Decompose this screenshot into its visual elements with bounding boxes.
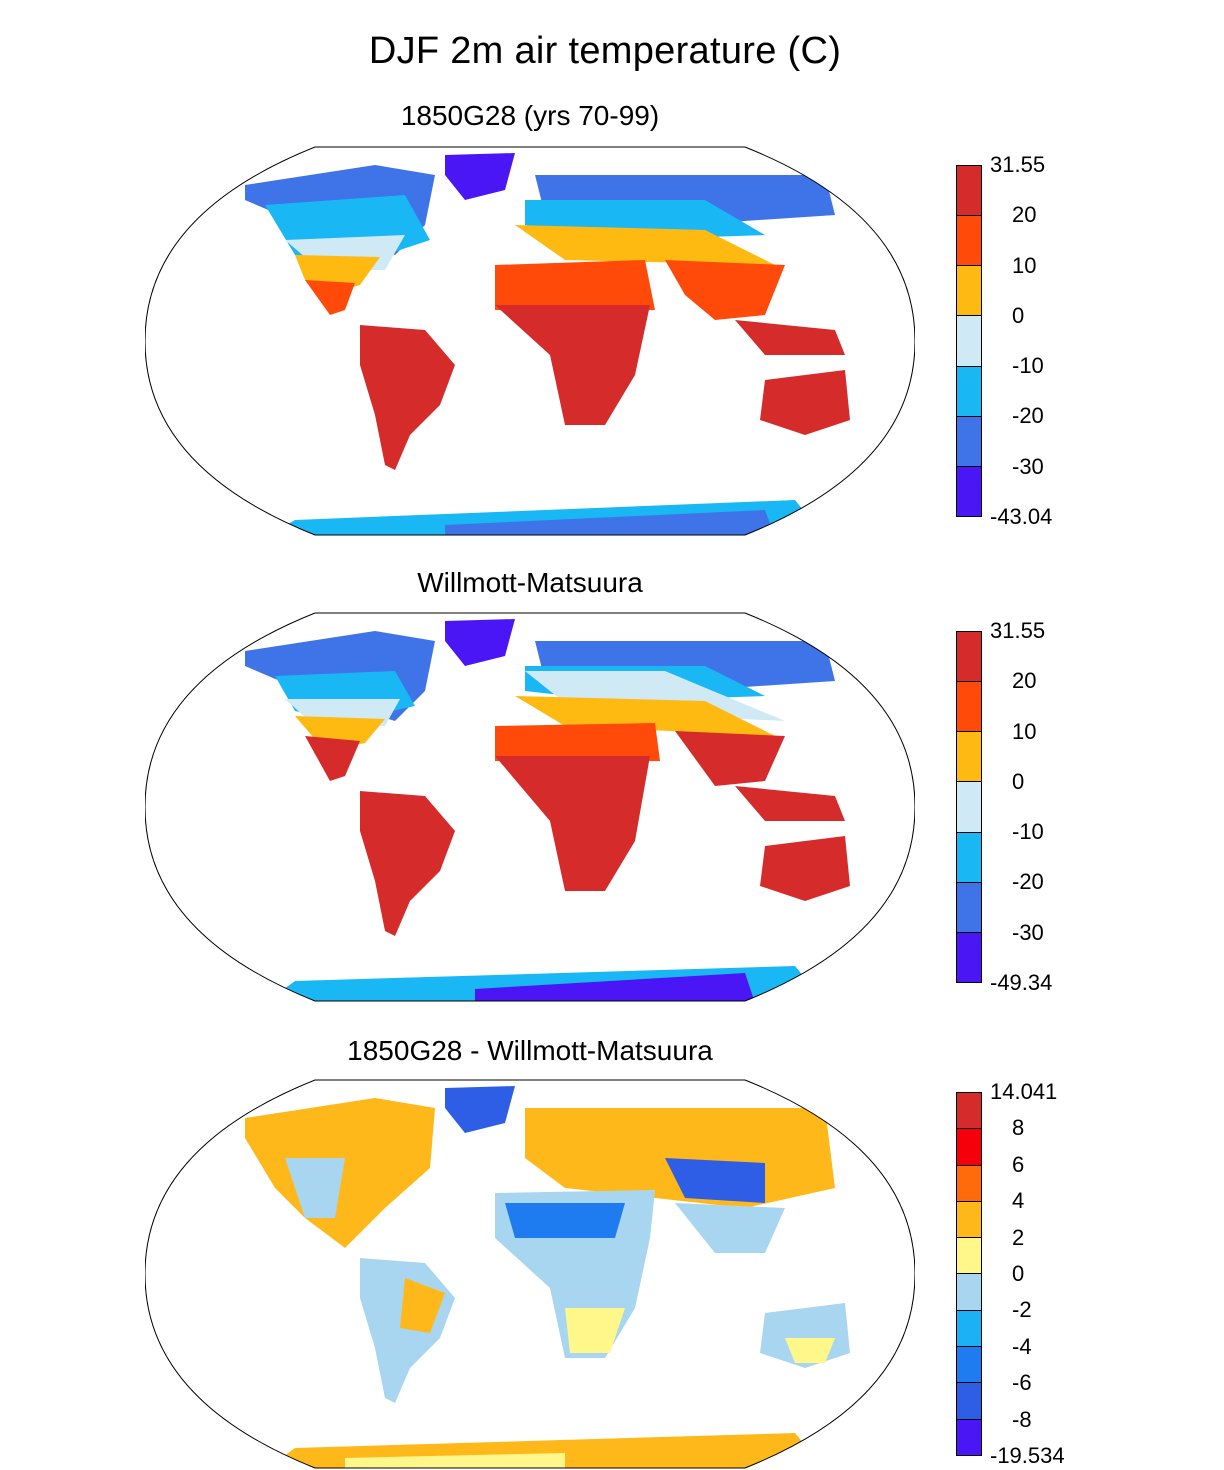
- colorbar-segment: [957, 1419, 981, 1455]
- panel-title-obs: Willmott-Matsuura: [417, 567, 643, 598]
- colorbar-segment: [957, 1310, 981, 1348]
- colorbar-tick-label: -10: [1012, 353, 1044, 379]
- colorbar-tick-label: 20: [1012, 202, 1037, 228]
- greenland: [445, 153, 515, 200]
- australia: [760, 370, 850, 435]
- central-asia-diff: [665, 1158, 765, 1203]
- antarctica-interior: [445, 510, 775, 535]
- colorbar-segment: [957, 1201, 981, 1239]
- africa-sahara-diff: [505, 1203, 625, 1238]
- colorbar-segment: [957, 732, 981, 783]
- colorbar-tick-label: 0: [1012, 768, 1025, 794]
- panel-title-diff: 1850G28 - Willmott-Matsuura: [347, 1035, 713, 1066]
- colorbar-segment: [957, 632, 981, 683]
- greenland-diff: [445, 1086, 515, 1133]
- colorbar-tick-label: -4: [1012, 1333, 1032, 1359]
- colorbar-tick-label: 8: [1012, 1115, 1025, 1141]
- map-model: [145, 145, 915, 537]
- colorbar-tick-label: -30: [1012, 453, 1044, 479]
- colorbar-segment: [957, 932, 981, 982]
- colorbar-tick-label: -20: [1012, 869, 1044, 895]
- africa-south: [495, 756, 650, 891]
- colorbar-obs: [956, 631, 982, 983]
- colorbar-tick-label: 6: [1012, 1151, 1025, 1177]
- panel-title-model: 1850G28 (yrs 70-99): [400, 100, 660, 131]
- north-america-west-diff: [285, 1158, 345, 1218]
- colorbar-segment: [957, 682, 981, 733]
- map-outline: [145, 146, 915, 536]
- asia-south-diff: [675, 1203, 785, 1253]
- colorbar-tick-label: -30: [1012, 919, 1044, 945]
- colorbar-tick-label: -49.34: [990, 970, 1053, 995]
- colorbar-tick-label: -43.04: [990, 504, 1053, 529]
- colorbar-tick-label: -20: [1012, 403, 1044, 429]
- colorbar-tick-label: 0: [1012, 1261, 1025, 1286]
- colorbar-segment: [957, 1347, 981, 1384]
- colorbar-tick-label: 14.041: [990, 1079, 1058, 1104]
- colorbar-segment: [957, 1093, 981, 1130]
- colorbar-tick-label: 10: [1012, 252, 1037, 278]
- colorbar-segment: [957, 266, 981, 317]
- colorbar-tick-label: -2: [1012, 1297, 1032, 1323]
- figure-title: DJF 2m air temperature (C): [368, 30, 842, 72]
- map-diff-svg: [145, 1079, 915, 1469]
- map-obs-svg: [145, 612, 915, 1002]
- eurasia-mid: [515, 225, 775, 265]
- south-america: [360, 325, 455, 470]
- colorbar-segment: [957, 1274, 981, 1311]
- south-america-east-diff: [400, 1278, 445, 1333]
- colorbar-diff: [956, 1092, 982, 1456]
- colorbar-segment: [957, 1129, 981, 1166]
- colorbar-tick-label: 20: [1012, 668, 1037, 694]
- colorbar-segment: [957, 216, 981, 267]
- colorbar-tick-label: -6: [1012, 1370, 1032, 1396]
- map-diff: [145, 1078, 915, 1470]
- africa-south-diff: [565, 1308, 625, 1353]
- southeast-asia: [735, 320, 845, 355]
- africa-south: [495, 305, 650, 425]
- colorbar-tick-label: -10: [1012, 819, 1044, 845]
- colorbar-segment: [957, 366, 981, 417]
- colorbar-segment: [957, 1383, 981, 1420]
- colorbar-segment: [957, 882, 981, 933]
- colorbar-segment: [957, 1165, 981, 1202]
- colorbar-segment: [957, 466, 981, 516]
- colorbar-tick-label: -19.534: [990, 1443, 1065, 1468]
- central-america: [305, 280, 355, 315]
- colorbar-segment: [957, 782, 981, 833]
- asia-south: [675, 731, 785, 786]
- antarctica-warm-diff: [345, 1453, 565, 1468]
- colorbar-tick-label: 4: [1012, 1188, 1025, 1214]
- colorbar-model: [956, 165, 982, 517]
- colorbar-segment: [957, 416, 981, 467]
- central-america: [305, 736, 360, 781]
- colorbar-segment: [957, 832, 981, 883]
- colorbar-tick-label: 10: [1012, 718, 1037, 744]
- colorbar-tick-label: 31.55: [990, 618, 1046, 643]
- greenland: [445, 619, 515, 666]
- map-outline: [145, 1079, 915, 1469]
- asia-south: [665, 260, 785, 320]
- colorbar-segment: [957, 316, 981, 367]
- colorbar-tick-label: -8: [1012, 1406, 1032, 1432]
- map-model-svg: [145, 146, 915, 536]
- australia-south-diff: [785, 1338, 835, 1363]
- africa-north: [495, 260, 655, 310]
- colorbar-tick-label: 0: [1012, 302, 1025, 328]
- colorbar-segment: [957, 166, 981, 217]
- southeast-asia: [735, 786, 845, 821]
- antarctica-interior: [475, 973, 755, 1001]
- south-america: [360, 791, 455, 936]
- colorbar-segment: [957, 1238, 981, 1275]
- australia: [760, 836, 850, 901]
- map-obs: [145, 611, 915, 1003]
- colorbar-tick-label: 2: [1012, 1224, 1025, 1250]
- africa-north: [495, 723, 660, 761]
- map-outline: [145, 612, 915, 1002]
- colorbar-tick-label: 31.55: [990, 152, 1046, 177]
